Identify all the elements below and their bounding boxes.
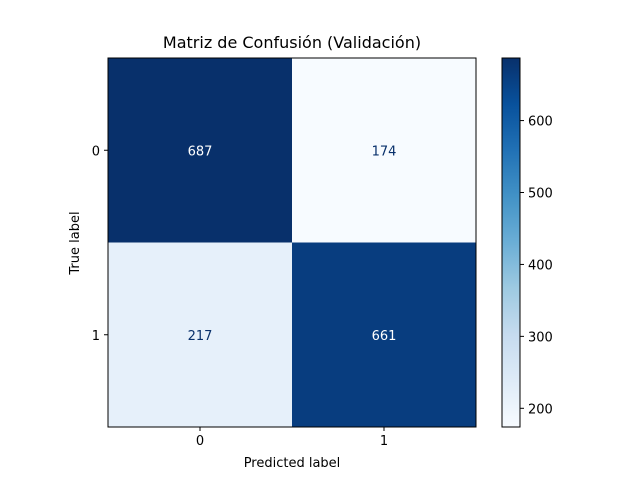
x-tick-label: 0 [196,434,204,449]
y-axis-ticks: 01 [92,144,108,344]
cell-value-label: 661 [372,329,397,344]
colorbar-tick-label: 600 [528,115,553,130]
x-tick-label: 1 [380,434,388,449]
colorbar [502,58,520,427]
heatmap-cell [292,242,476,427]
cell-value-label: 174 [372,144,397,159]
x-axis-label: Predicted label [244,456,341,471]
cell-value-label: 217 [188,329,213,344]
y-tick-label: 1 [92,329,100,344]
y-axis-label: True label [68,211,83,275]
colorbar-tick-label: 300 [528,330,553,345]
colorbar-ticks: 200 300 400 500 600 [520,115,553,417]
heatmap-cells: 687 174 217 661 [108,58,476,427]
chart-title: Matriz de Confusión (Validación) [163,33,421,52]
colorbar-tick-label: 500 [528,187,553,202]
heatmap-cell [108,58,292,243]
heatmap-cell [292,58,476,243]
colorbar-frame [501,57,521,428]
heatmap-cell [108,242,292,427]
colorbar-tick-label: 400 [528,258,553,273]
plot-frame [107,57,477,428]
cell-value-label: 687 [188,144,213,159]
colorbar-tick-label: 200 [528,402,553,417]
y-tick-label: 0 [92,144,100,159]
